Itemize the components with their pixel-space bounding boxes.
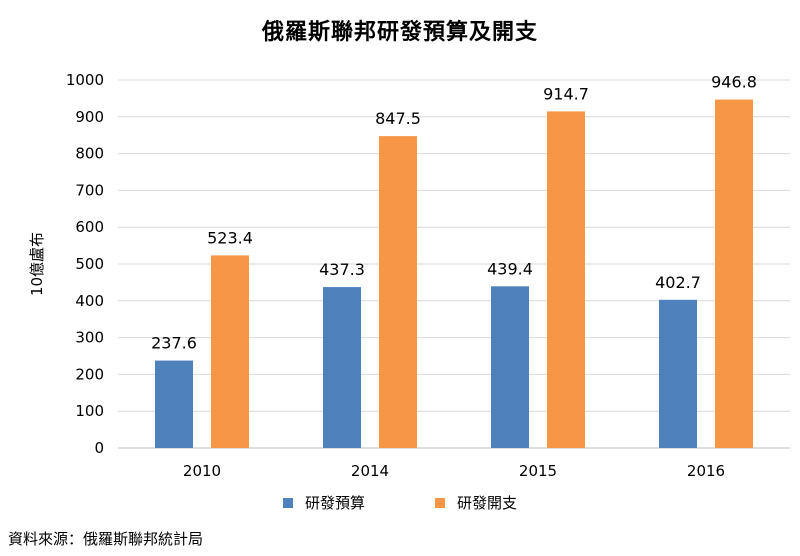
x-tick-label: 2010: [183, 462, 221, 480]
x-tick-label: 2016: [687, 462, 725, 480]
legend-label-budget: 研發預算: [304, 494, 365, 512]
bar-budget-2015: [491, 286, 529, 448]
bar-spending-2016: [715, 99, 753, 448]
source-note: 資料來源：俄羅斯聯邦統計局: [8, 530, 204, 548]
legend-item-spending: 研發開支: [435, 492, 517, 513]
y-axis-label: 10億盧布: [28, 232, 46, 296]
bar-spending-2010: [211, 255, 249, 448]
y-tick-label: 300: [75, 329, 104, 347]
bar-spending-2014: [379, 136, 417, 448]
data-label: 237.6: [151, 334, 197, 353]
data-label: 439.4: [487, 259, 533, 278]
y-tick-label: 800: [75, 145, 104, 163]
data-label: 437.3: [319, 260, 365, 279]
legend: 研發預算 研發開支: [0, 492, 800, 513]
y-tick-label: 500: [75, 255, 104, 273]
y-tick-label: 1000: [66, 71, 104, 89]
legend-label-spending: 研發開支: [457, 494, 518, 512]
y-tick-label: 600: [75, 218, 104, 236]
y-tick-label: 400: [75, 292, 104, 310]
data-label: 402.7: [655, 273, 701, 292]
bar-budget-2014: [323, 287, 361, 448]
bars: 237.6 523.4 437.3 847.5 439.4 914.7 402.7 946.8: [151, 73, 757, 448]
data-label: 847.5: [375, 109, 421, 128]
y-tick-label: 700: [75, 181, 104, 199]
y-tick-label: 200: [75, 365, 104, 383]
bar-spending-2015: [547, 111, 585, 448]
chart-title: 俄羅斯聯邦研發預算及開支: [261, 20, 538, 45]
x-tick-label: 2015: [519, 462, 557, 480]
bar-budget-2010: [155, 360, 193, 448]
y-tick-label: 0: [94, 439, 104, 457]
legend-item-budget: 研發預算: [282, 492, 365, 513]
legend-swatch-spending: [435, 497, 445, 508]
y-tick-label: 100: [75, 402, 104, 420]
data-label: 523.4: [207, 228, 253, 247]
legend-swatch-budget: [282, 497, 293, 508]
y-tick-label: 900: [75, 108, 104, 126]
data-label: 946.8: [711, 73, 757, 92]
bar-budget-2016: [659, 299, 697, 448]
x-axis-ticks: 2010 2014 2015 2016: [183, 462, 725, 480]
y-axis-ticks: 0 100 200 300 400 500 600 700 800 900 1000: [66, 71, 104, 457]
data-label: 914.7: [543, 84, 589, 103]
x-tick-label: 2014: [351, 462, 389, 480]
